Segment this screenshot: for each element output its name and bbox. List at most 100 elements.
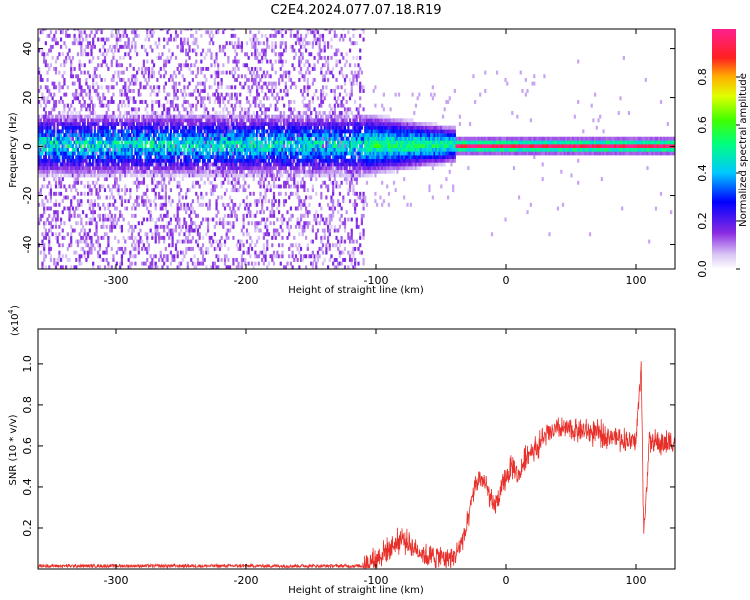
spectrogram-cell: [286, 210, 289, 215]
spectrogram-cell: [306, 221, 309, 226]
spectrogram-cell: [161, 122, 164, 126]
spectrogram-cell: [54, 162, 58, 167]
spectrogram-cell: [174, 173, 178, 178]
spectrogram-cell: [92, 77, 95, 82]
spectrogram-cell: [58, 29, 61, 31]
spectrogram-cell: [228, 136, 232, 141]
spectrogram-cell: [225, 228, 228, 233]
spectrogram-cell: [80, 89, 83, 93]
spectrogram-cell: [230, 118, 233, 123]
spectrogram-cell: [179, 158, 183, 163]
spectrogram-cell: [284, 41, 287, 46]
spectrogram-cell: [164, 129, 167, 134]
spectrogram-cell: [308, 63, 311, 68]
spectrogram-cell: [114, 166, 117, 171]
spectrogram-cell: [141, 140, 144, 145]
spectrogram-cell: [146, 206, 149, 211]
spectrogram-cell: [242, 166, 245, 171]
spectrogram-cell: [289, 162, 293, 167]
spectrogram-cell: [252, 191, 255, 196]
spectrogram-cell: [190, 221, 193, 226]
spectrogram-cell: [308, 155, 311, 160]
spectrogram-cell: [306, 136, 309, 141]
spectrogram-cell: [289, 213, 293, 218]
spectrogram-cell: [220, 221, 223, 226]
spectrogram-cell: [237, 147, 240, 152]
spectrogram-cell: [81, 173, 85, 178]
spectrogram-cell: [230, 96, 233, 101]
spectrogram-cell: [245, 41, 249, 46]
spectrogram-cell: [293, 180, 296, 185]
spectrogram-cell: [103, 188, 107, 193]
spectrogram-cell: [110, 224, 113, 229]
spectrogram-cell: [107, 243, 110, 248]
spectrogram-cell: [213, 184, 216, 189]
spectrogram-cell: [232, 166, 235, 171]
spectrogram-cell: [213, 261, 216, 266]
spectrogram-cell: [78, 122, 81, 126]
spectrogram-cell: [291, 29, 294, 31]
spectrogram-cell: [49, 48, 53, 53]
spectrogram-cell: [127, 136, 130, 141]
spectrogram-cell: [289, 111, 293, 115]
spectrogram-cell: [235, 188, 238, 193]
spectrogram-cell: [142, 147, 145, 152]
spectrogram-cell: [124, 133, 127, 137]
spectrogram-cell: [310, 177, 313, 182]
spectrogram-cell: [239, 133, 242, 137]
spectrogram-cell: [220, 140, 223, 145]
spectrogram-cell: [185, 173, 188, 178]
spectrogram-cell: [48, 221, 51, 226]
spectrogram-cell: [296, 144, 299, 149]
spectrogram-cell: [254, 224, 257, 229]
spectrogram-cell: [220, 122, 223, 126]
spectrogram-cell: [223, 114, 227, 119]
spectrogram-cell: [142, 125, 145, 130]
spectrogram-cell: [134, 44, 137, 49]
spectrogram-cell: [178, 221, 181, 226]
spectrogram-cell: [262, 125, 265, 130]
spectrogram-cell: [185, 202, 188, 207]
spectrogram-cell: [122, 122, 125, 126]
spectrogram-cell: [164, 206, 167, 211]
spectrogram-cell: [51, 173, 54, 178]
spectrogram-cell: [41, 213, 44, 218]
spectrogram-cell: [93, 232, 96, 237]
spectrogram-cell: [53, 136, 56, 141]
spectrogram-cell: [78, 30, 81, 35]
spectrogram-cell: [311, 66, 314, 71]
spectrogram-cell: [154, 118, 157, 123]
spectrogram-cell: [271, 122, 274, 126]
spectrogram-cell: [264, 114, 267, 119]
spectrogram-cell: [234, 158, 237, 163]
spectrogram-cell: [63, 162, 66, 167]
spectrogram-cell: [198, 246, 201, 251]
spectrogram-cell: [305, 125, 308, 130]
spectrogram-cell: [110, 140, 113, 145]
spectrogram-cell: [303, 85, 306, 90]
spectrogram-cell: [95, 81, 98, 86]
spectrogram-cell: [154, 195, 157, 200]
spectrogram-cell: [267, 96, 271, 101]
spectrogram-cell: [70, 169, 73, 174]
spectrogram-cell: [228, 206, 232, 211]
spectrogram-cell: [103, 173, 107, 178]
spectrogram-cell: [76, 239, 80, 244]
spectrogram-cell: [129, 96, 132, 101]
spectrogram-cell: [203, 144, 206, 149]
spectrogram-cell: [124, 103, 127, 108]
spectrogram-cell: [213, 144, 216, 149]
spectrogram-cell: [119, 224, 122, 229]
spectrogram-cell: [176, 184, 179, 189]
spectrogram-cell: [119, 111, 122, 115]
spectrogram-cell: [271, 147, 274, 152]
spectrogram-cell: [43, 144, 46, 149]
spectrogram-cell: [198, 166, 201, 171]
spectrogram-cell: [41, 232, 44, 237]
spectrogram-cell: [125, 144, 129, 149]
spectrogram-cell: [303, 202, 306, 207]
spectrogram-cell: [38, 151, 41, 156]
spectrogram-cell: [237, 74, 240, 79]
spectrogram-cell: [311, 155, 314, 160]
spectrogram-cell: [168, 107, 171, 112]
